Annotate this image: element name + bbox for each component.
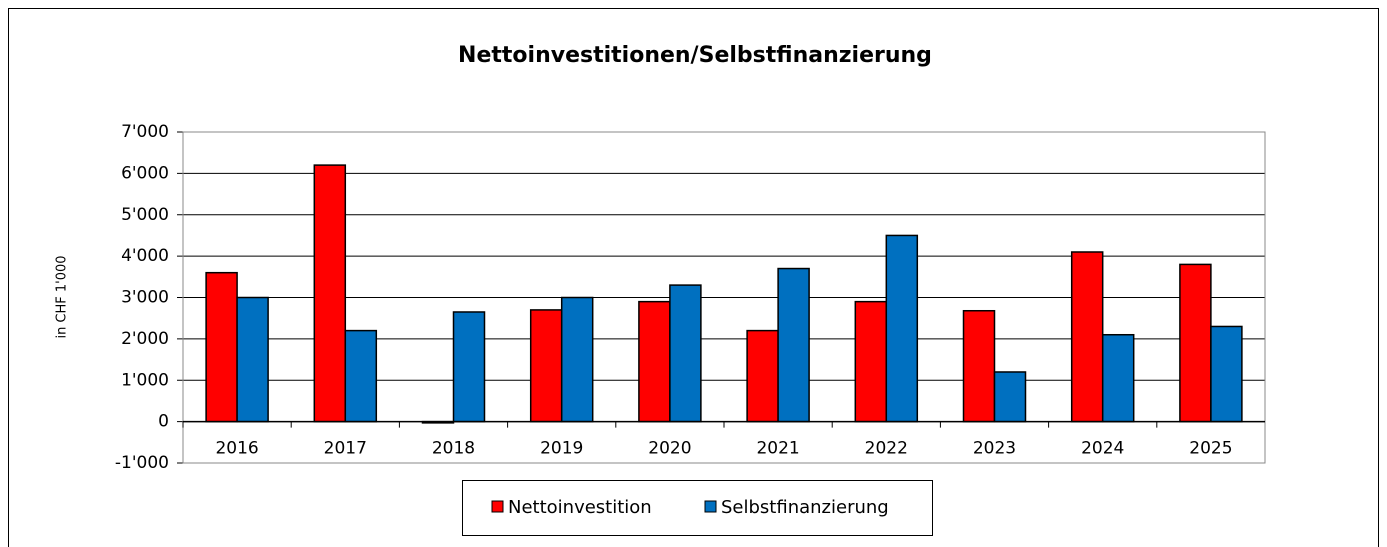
x-tick-label: 2025 (1189, 439, 1232, 459)
chart-title: Nettoinvestitionen/Selbstfinanzierung (458, 43, 932, 68)
x-tick-label: 2019 (540, 439, 583, 459)
legend-box (462, 480, 933, 536)
bar (885, 234, 919, 423)
plot-border (182, 131, 1266, 464)
legend-swatch (704, 500, 717, 513)
bar (638, 300, 671, 423)
bar (452, 311, 486, 423)
x-tick-label: 2024 (1081, 439, 1124, 459)
legend-swatch (491, 500, 504, 513)
y-axis-label: in CHF 1'000 (55, 255, 70, 338)
bar (529, 309, 563, 423)
bar (993, 371, 1027, 423)
bar (1101, 333, 1135, 423)
x-tick-label: 2020 (648, 439, 691, 459)
x-tick-label: 2021 (756, 439, 799, 459)
bar (1070, 251, 1104, 423)
legend-label: Nettoinvestition (508, 497, 652, 518)
y-tick-label: 4'000 (121, 246, 169, 266)
x-tick-label: 2017 (324, 439, 367, 459)
bar (344, 329, 378, 423)
bar (560, 296, 594, 423)
bar (313, 164, 347, 423)
y-tick-label: 0 (158, 412, 169, 432)
y-tick-label: 2'000 (121, 329, 169, 349)
y-tick-label: 6'000 (121, 163, 169, 183)
bar (1179, 263, 1212, 423)
y-tick-label: 3'000 (121, 288, 169, 308)
bar (205, 271, 238, 423)
bar (777, 267, 810, 423)
x-tick-label: 2016 (215, 439, 258, 459)
y-tick-label: 5'000 (121, 205, 169, 225)
x-tick-label: 2018 (432, 439, 475, 459)
legend-label: Selbstfinanzierung (721, 497, 889, 518)
bar (1210, 325, 1243, 423)
y-tick-label: 1'000 (121, 370, 169, 390)
bar (669, 284, 702, 423)
y-tick-label: 7'000 (121, 122, 169, 142)
bar (962, 309, 996, 423)
bar (236, 296, 269, 423)
x-tick-label: 2022 (865, 439, 908, 459)
y-tick-label: -1'000 (115, 453, 169, 473)
x-tick-label: 2023 (973, 439, 1016, 459)
bar (746, 329, 779, 423)
bar (854, 300, 888, 423)
